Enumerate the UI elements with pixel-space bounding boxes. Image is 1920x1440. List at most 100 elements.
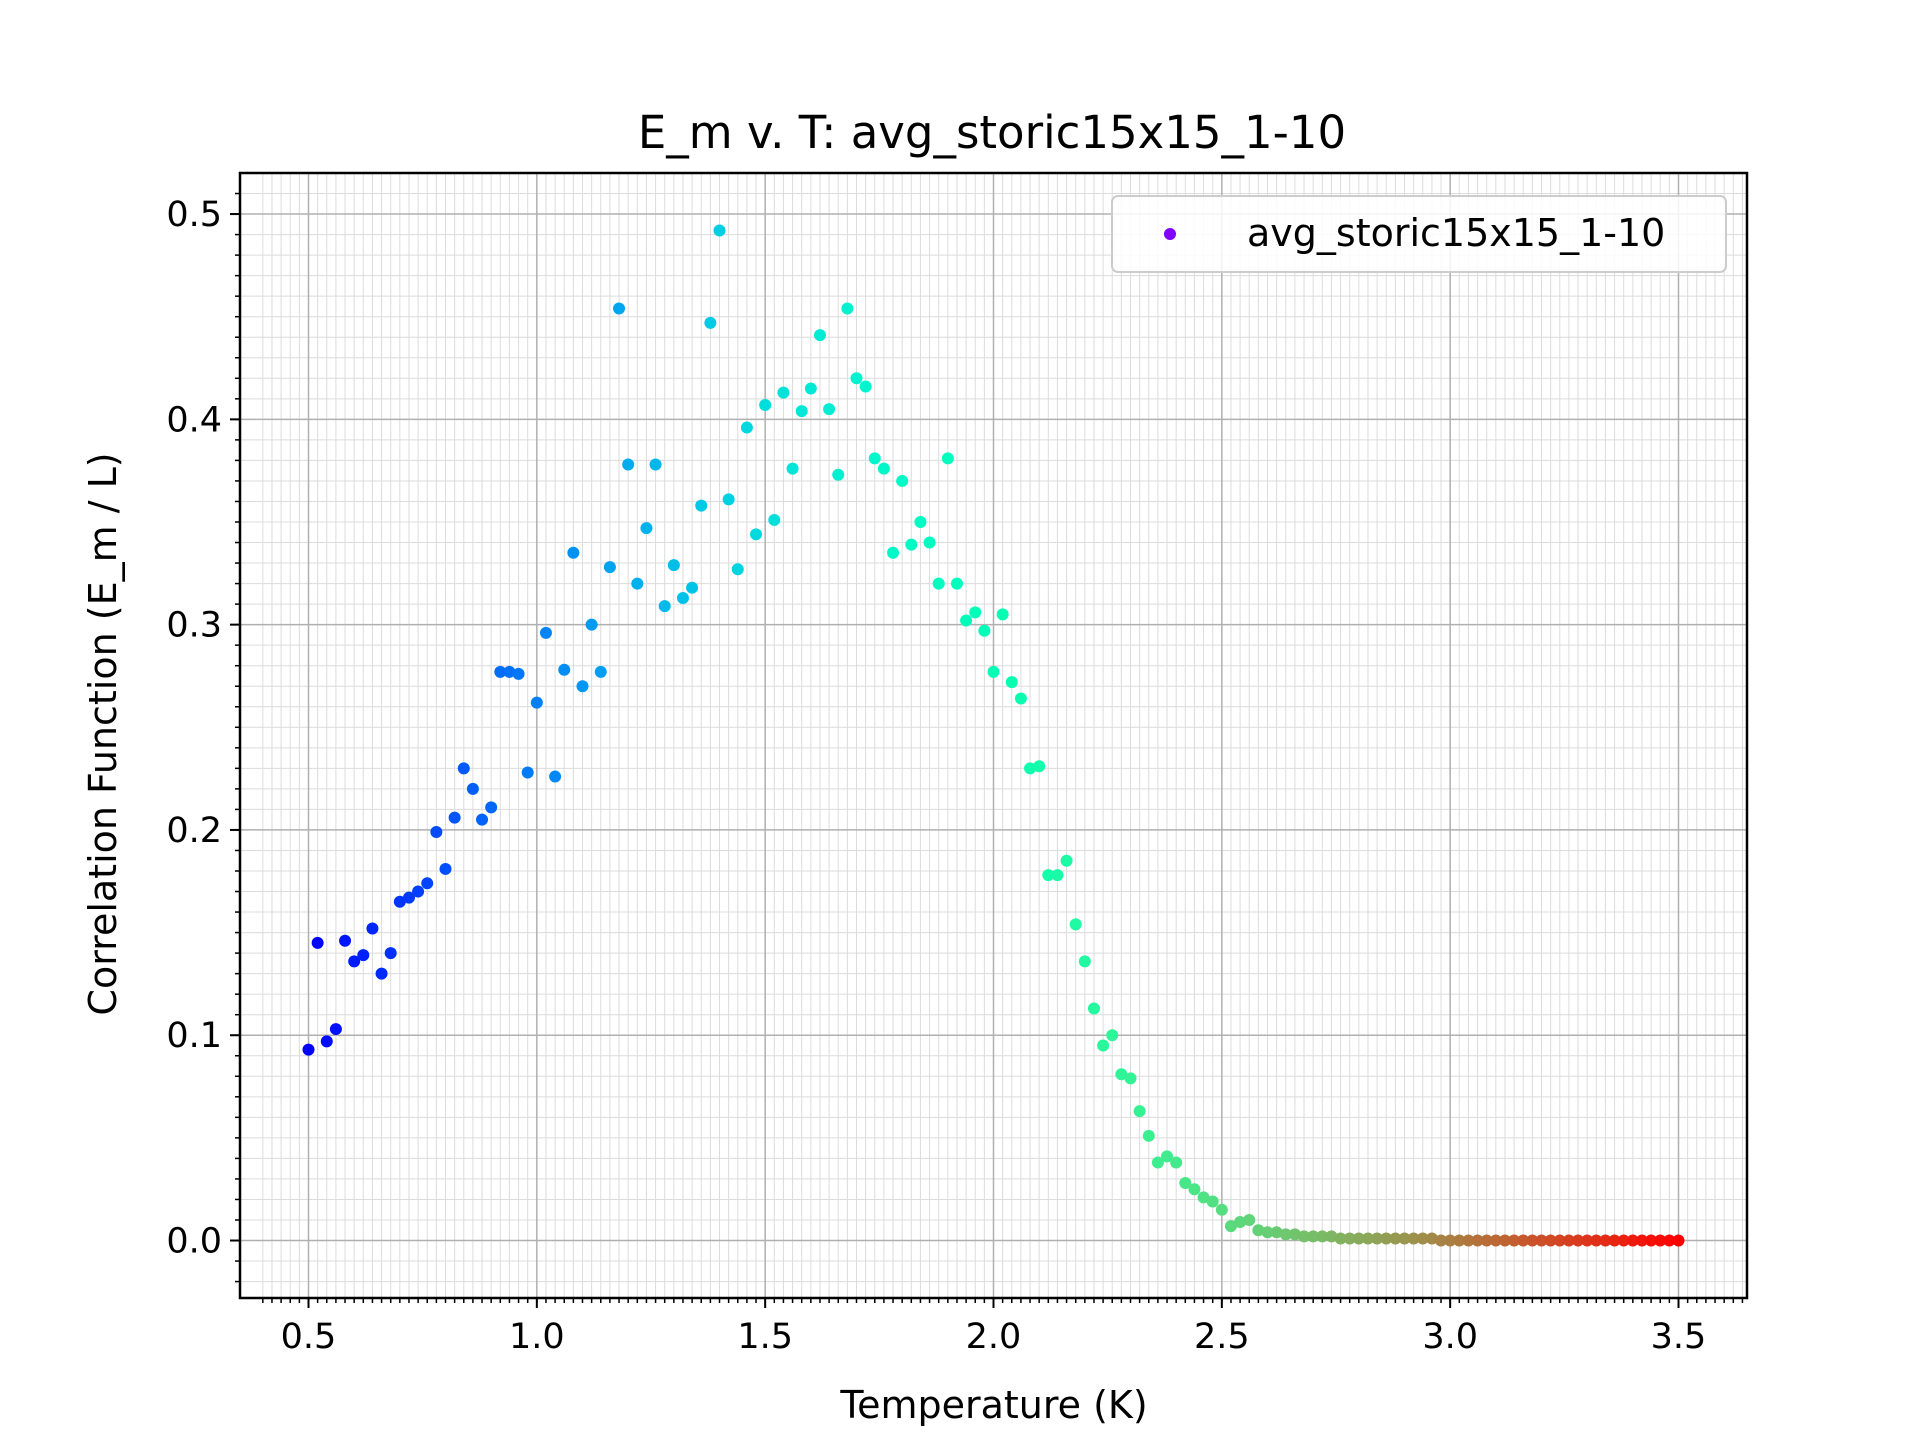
data-point: [1161, 1150, 1174, 1163]
data-point: [1151, 1156, 1164, 1169]
data-point: [530, 696, 543, 709]
data-point: [1508, 1234, 1521, 1247]
data-point: [1316, 1230, 1329, 1243]
data-point: [1635, 1234, 1648, 1247]
data-point: [1215, 1203, 1228, 1216]
data-point: [768, 513, 781, 526]
data-point: [421, 877, 434, 890]
data-point: [914, 515, 927, 528]
data-point: [1097, 1039, 1110, 1052]
data-point: [558, 663, 571, 676]
data-point: [868, 452, 881, 465]
data-point: [731, 563, 744, 576]
data-point: [877, 462, 890, 475]
data-point: [1106, 1029, 1119, 1042]
data-points: [302, 224, 1685, 1247]
data-point: [1498, 1234, 1511, 1247]
data-point: [539, 626, 552, 639]
data-point: [1371, 1232, 1384, 1245]
data-point: [439, 862, 452, 875]
data-point: [1553, 1234, 1566, 1247]
data-point: [1261, 1226, 1274, 1239]
data-point: [1444, 1234, 1457, 1247]
data-point: [850, 372, 863, 385]
data-point: [1590, 1234, 1603, 1247]
y-axis-label: Correlation Function (E_m / L): [81, 452, 125, 1015]
data-point: [1298, 1230, 1311, 1243]
data-point: [576, 680, 589, 693]
legend-label: avg_storic15x15_1-10: [1247, 211, 1665, 255]
data-point: [896, 474, 909, 487]
legend-box: [1111, 195, 1727, 273]
data-point: [859, 380, 872, 393]
data-point: [1078, 955, 1091, 968]
x-axis-label: Temperature (K): [839, 1383, 1147, 1427]
data-point: [740, 421, 753, 434]
data-point: [613, 302, 626, 315]
data-point: [476, 813, 489, 826]
x-tick-label: 0.5: [281, 1317, 337, 1357]
x-tick-label: 2.5: [1194, 1317, 1250, 1357]
data-point: [1206, 1195, 1219, 1208]
legend-marker: [1164, 228, 1176, 240]
data-point: [1234, 1216, 1247, 1229]
data-point: [1535, 1234, 1548, 1247]
data-point: [923, 536, 936, 549]
data-point: [1517, 1234, 1530, 1247]
data-point: [1608, 1234, 1621, 1247]
data-point: [1024, 762, 1037, 775]
data-point: [832, 468, 845, 481]
data-point: [1416, 1232, 1429, 1245]
x-tick-label: 1.0: [509, 1317, 565, 1357]
y-tick-label: 0.5: [166, 195, 222, 235]
data-point: [1224, 1220, 1237, 1233]
y-tick-label: 0.1: [166, 1016, 222, 1056]
data-point: [485, 801, 498, 814]
legend: avg_storic15x15_1-10: [1111, 195, 1727, 273]
data-point: [1124, 1072, 1137, 1085]
data-point: [1626, 1234, 1639, 1247]
data-point: [329, 1023, 342, 1036]
x-tick-label: 3.5: [1651, 1317, 1707, 1357]
data-point: [503, 665, 516, 678]
data-point: [1361, 1232, 1374, 1245]
data-point: [622, 458, 635, 471]
data-point: [393, 895, 406, 908]
data-point: [585, 618, 598, 631]
data-point: [1435, 1234, 1448, 1247]
data-point: [1343, 1232, 1356, 1245]
data-point: [366, 922, 379, 935]
data-point: [603, 561, 616, 574]
data-point: [786, 462, 799, 475]
data-point: [1270, 1226, 1283, 1239]
y-tick-label: 0.3: [166, 606, 222, 646]
x-tick-label: 1.5: [737, 1317, 793, 1357]
data-point: [1033, 760, 1046, 773]
data-point: [348, 955, 361, 968]
data-point: [339, 934, 352, 947]
data-point: [996, 608, 1009, 621]
data-point: [1197, 1191, 1210, 1204]
data-point: [713, 224, 726, 237]
data-point: [320, 1035, 333, 1048]
data-point: [887, 546, 900, 559]
data-point: [466, 782, 479, 795]
data-point: [1672, 1234, 1685, 1247]
data-point: [841, 302, 854, 315]
data-point: [1471, 1234, 1484, 1247]
data-point: [1243, 1213, 1256, 1226]
data-point: [969, 606, 982, 619]
data-point: [1407, 1232, 1420, 1245]
y-tick-label: 0.4: [166, 400, 222, 440]
data-point: [905, 538, 918, 551]
data-point: [1087, 1002, 1100, 1015]
data-point: [1645, 1234, 1658, 1247]
data-point: [1617, 1234, 1630, 1247]
data-point: [1014, 692, 1027, 705]
data-point: [311, 936, 324, 949]
data-point: [1288, 1228, 1301, 1241]
data-point: [521, 766, 534, 779]
data-point: [695, 499, 708, 512]
x-tick-label: 3.0: [1422, 1317, 1478, 1357]
data-point: [384, 947, 397, 960]
